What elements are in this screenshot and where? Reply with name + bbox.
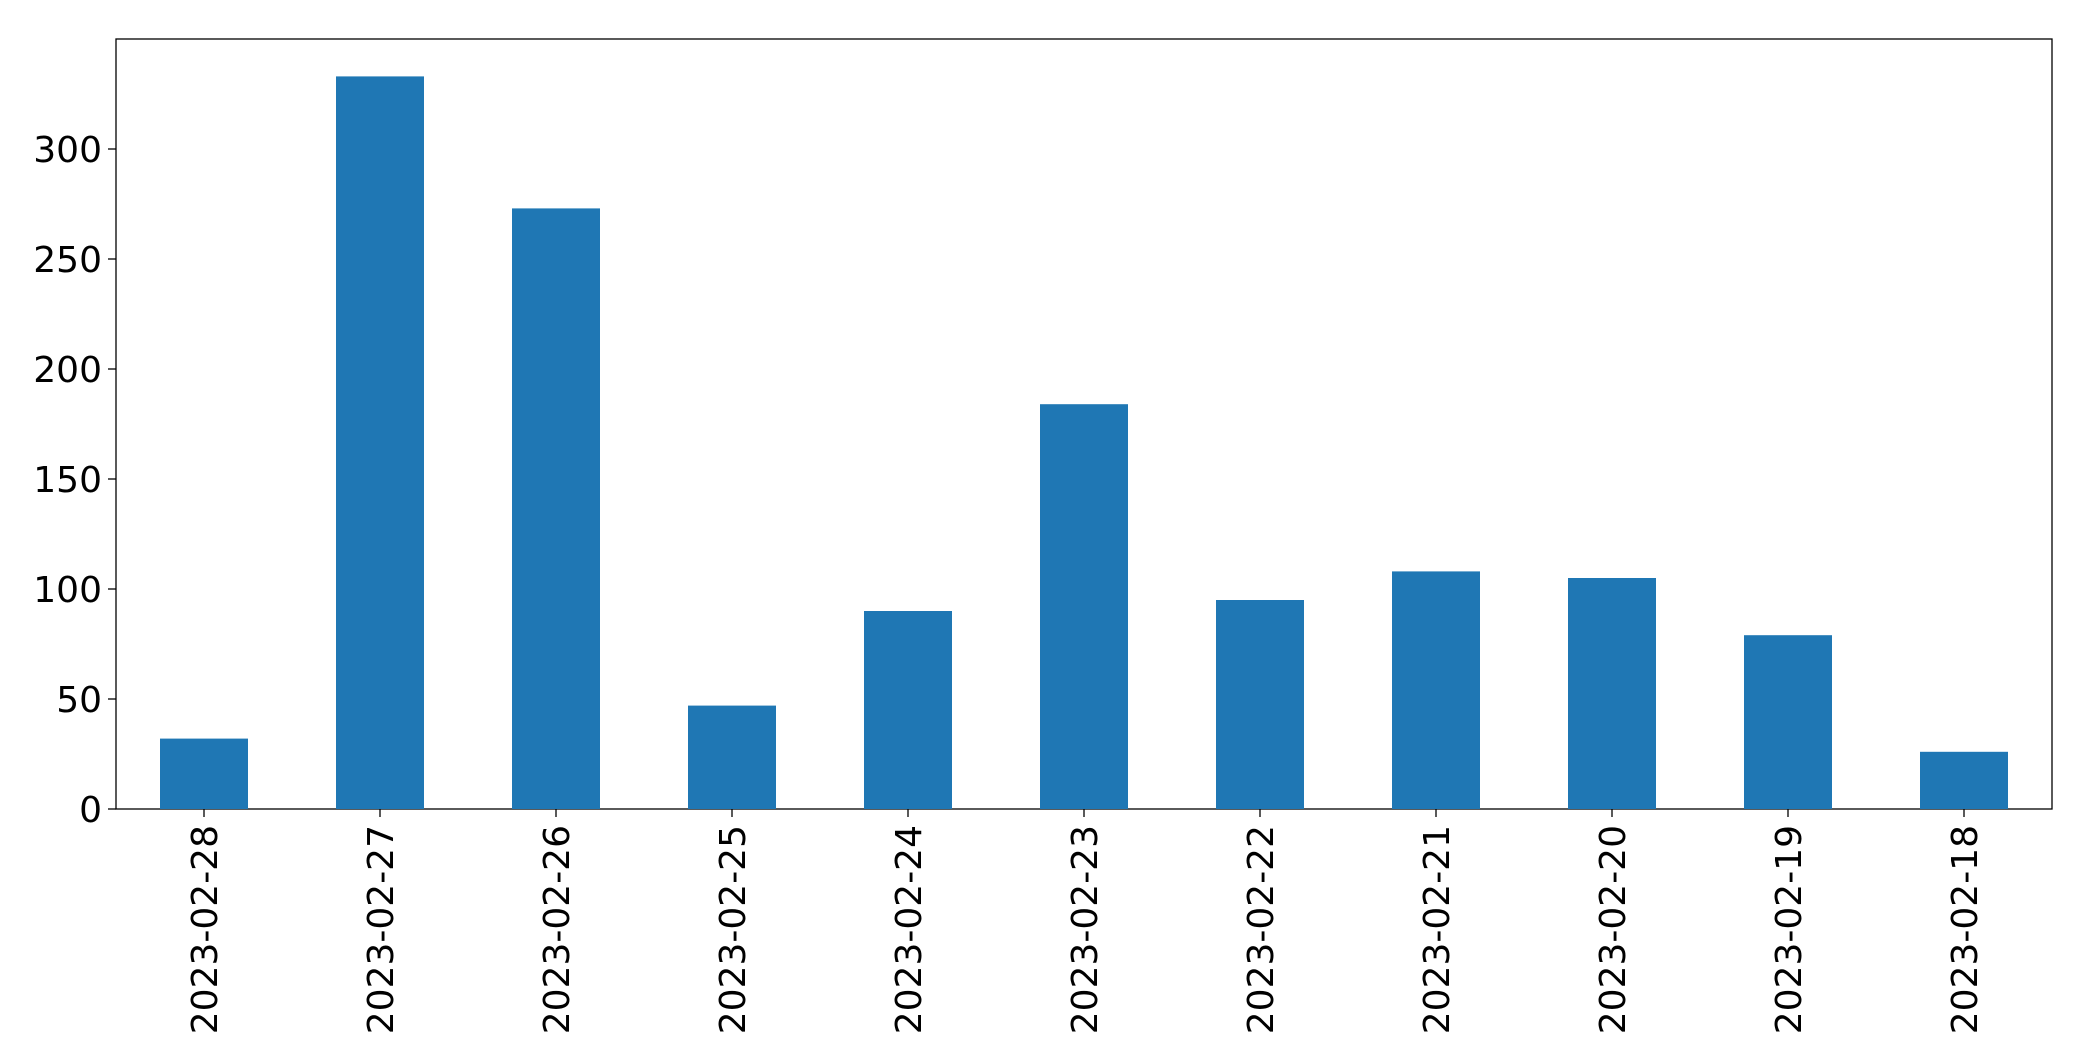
x-tick-label: 2023-02-25 — [713, 825, 754, 1034]
x-tick-label: 2023-02-23 — [1065, 825, 1106, 1034]
bar — [1568, 578, 1656, 809]
x-tick-label: 2023-02-19 — [1769, 825, 1810, 1034]
x-tick-label: 2023-02-26 — [537, 825, 578, 1034]
y-tick-label: 100 — [33, 570, 102, 611]
x-tick-label: 2023-02-24 — [889, 825, 930, 1034]
y-tick-label: 300 — [33, 130, 102, 171]
y-tick-label: 50 — [56, 680, 102, 721]
y-tick-label: 250 — [33, 240, 102, 281]
x-tick-label: 2023-02-21 — [1417, 825, 1458, 1034]
bar — [688, 705, 776, 809]
x-tick-label: 2023-02-20 — [1593, 825, 1634, 1034]
x-tick-label: 2023-02-18 — [1945, 825, 1986, 1034]
bar — [864, 611, 952, 809]
bar — [1040, 404, 1128, 809]
bar — [1216, 600, 1304, 809]
bar — [1920, 751, 2008, 809]
bar — [1744, 635, 1832, 809]
y-tick-label: 150 — [33, 460, 102, 501]
x-tick-label: 2023-02-27 — [361, 825, 402, 1034]
y-tick-label: 200 — [33, 350, 102, 391]
bar — [512, 208, 600, 809]
y-tick-label: 0 — [79, 790, 102, 831]
x-tick-label: 2023-02-22 — [1241, 825, 1282, 1034]
x-tick-label: 2023-02-28 — [185, 825, 226, 1034]
bar — [160, 738, 248, 809]
bar — [336, 76, 424, 809]
bar — [1392, 571, 1480, 809]
